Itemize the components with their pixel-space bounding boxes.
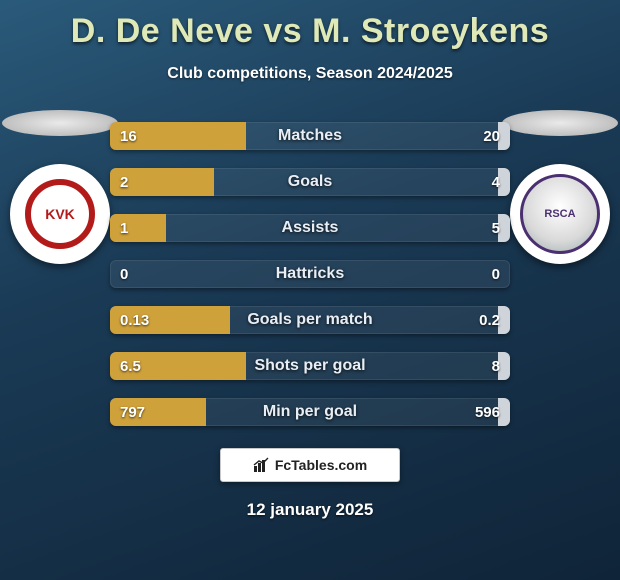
stat-row: 1620Matches — [110, 122, 510, 150]
player-left-slot: KVK — [0, 110, 120, 264]
stat-value-left: 0.13 — [110, 306, 159, 334]
stat-value-left: 797 — [110, 398, 155, 426]
stat-value-left: 0 — [110, 260, 138, 288]
brand-text: FcTables.com — [275, 457, 367, 473]
player-right-avatar-placeholder — [502, 110, 618, 136]
stat-value-right: 5 — [482, 214, 510, 242]
stat-row: 6.58Shots per goal — [110, 352, 510, 380]
stat-row: 0.130.2Goals per match — [110, 306, 510, 334]
stat-label: Hattricks — [110, 260, 510, 288]
stat-row: 1 5Assists — [110, 214, 510, 242]
stat-value-left: 16 — [110, 122, 147, 150]
stat-value-right: 20 — [473, 122, 510, 150]
club-badge-left: KVK — [10, 164, 110, 264]
stat-value-right: 596 — [465, 398, 510, 426]
club-badge-left-icon: KVK — [25, 179, 95, 249]
stat-value-left: 1 — [110, 214, 138, 242]
stat-label: Assists — [110, 214, 510, 242]
date-text: 12 january 2025 — [0, 500, 620, 520]
stat-value-right: 4 — [482, 168, 510, 196]
player-left-avatar-placeholder — [2, 110, 118, 136]
stat-bars: 1620Matches24Goals15Assists00Hattricks0.… — [110, 122, 510, 444]
stat-value-right: 0 — [482, 260, 510, 288]
brand-logo-icon — [253, 457, 269, 473]
stat-value-left: 2 — [110, 168, 138, 196]
subtitle: Club competitions, Season 2024/2025 — [0, 65, 620, 83]
player-right-slot: RSCA — [500, 110, 620, 264]
brand-pill[interactable]: FcTables.com — [220, 448, 400, 482]
stat-row: 0 0Hattricks — [110, 260, 510, 288]
stat-value-right: 8 — [482, 352, 510, 380]
club-badge-right-icon: RSCA — [520, 174, 600, 254]
stat-value-left: 6.5 — [110, 352, 151, 380]
page-title: D. De Neve vs M. Stroeykens — [0, 0, 620, 51]
club-badge-right: RSCA — [510, 164, 610, 264]
stat-value-right: 0.2 — [469, 306, 510, 334]
stat-row: 24Goals — [110, 168, 510, 196]
comparison-arena: KVK RSCA 1620Matches24Goals15Assists00Ha… — [0, 110, 620, 440]
stat-row: 797596Min per goal — [110, 398, 510, 426]
